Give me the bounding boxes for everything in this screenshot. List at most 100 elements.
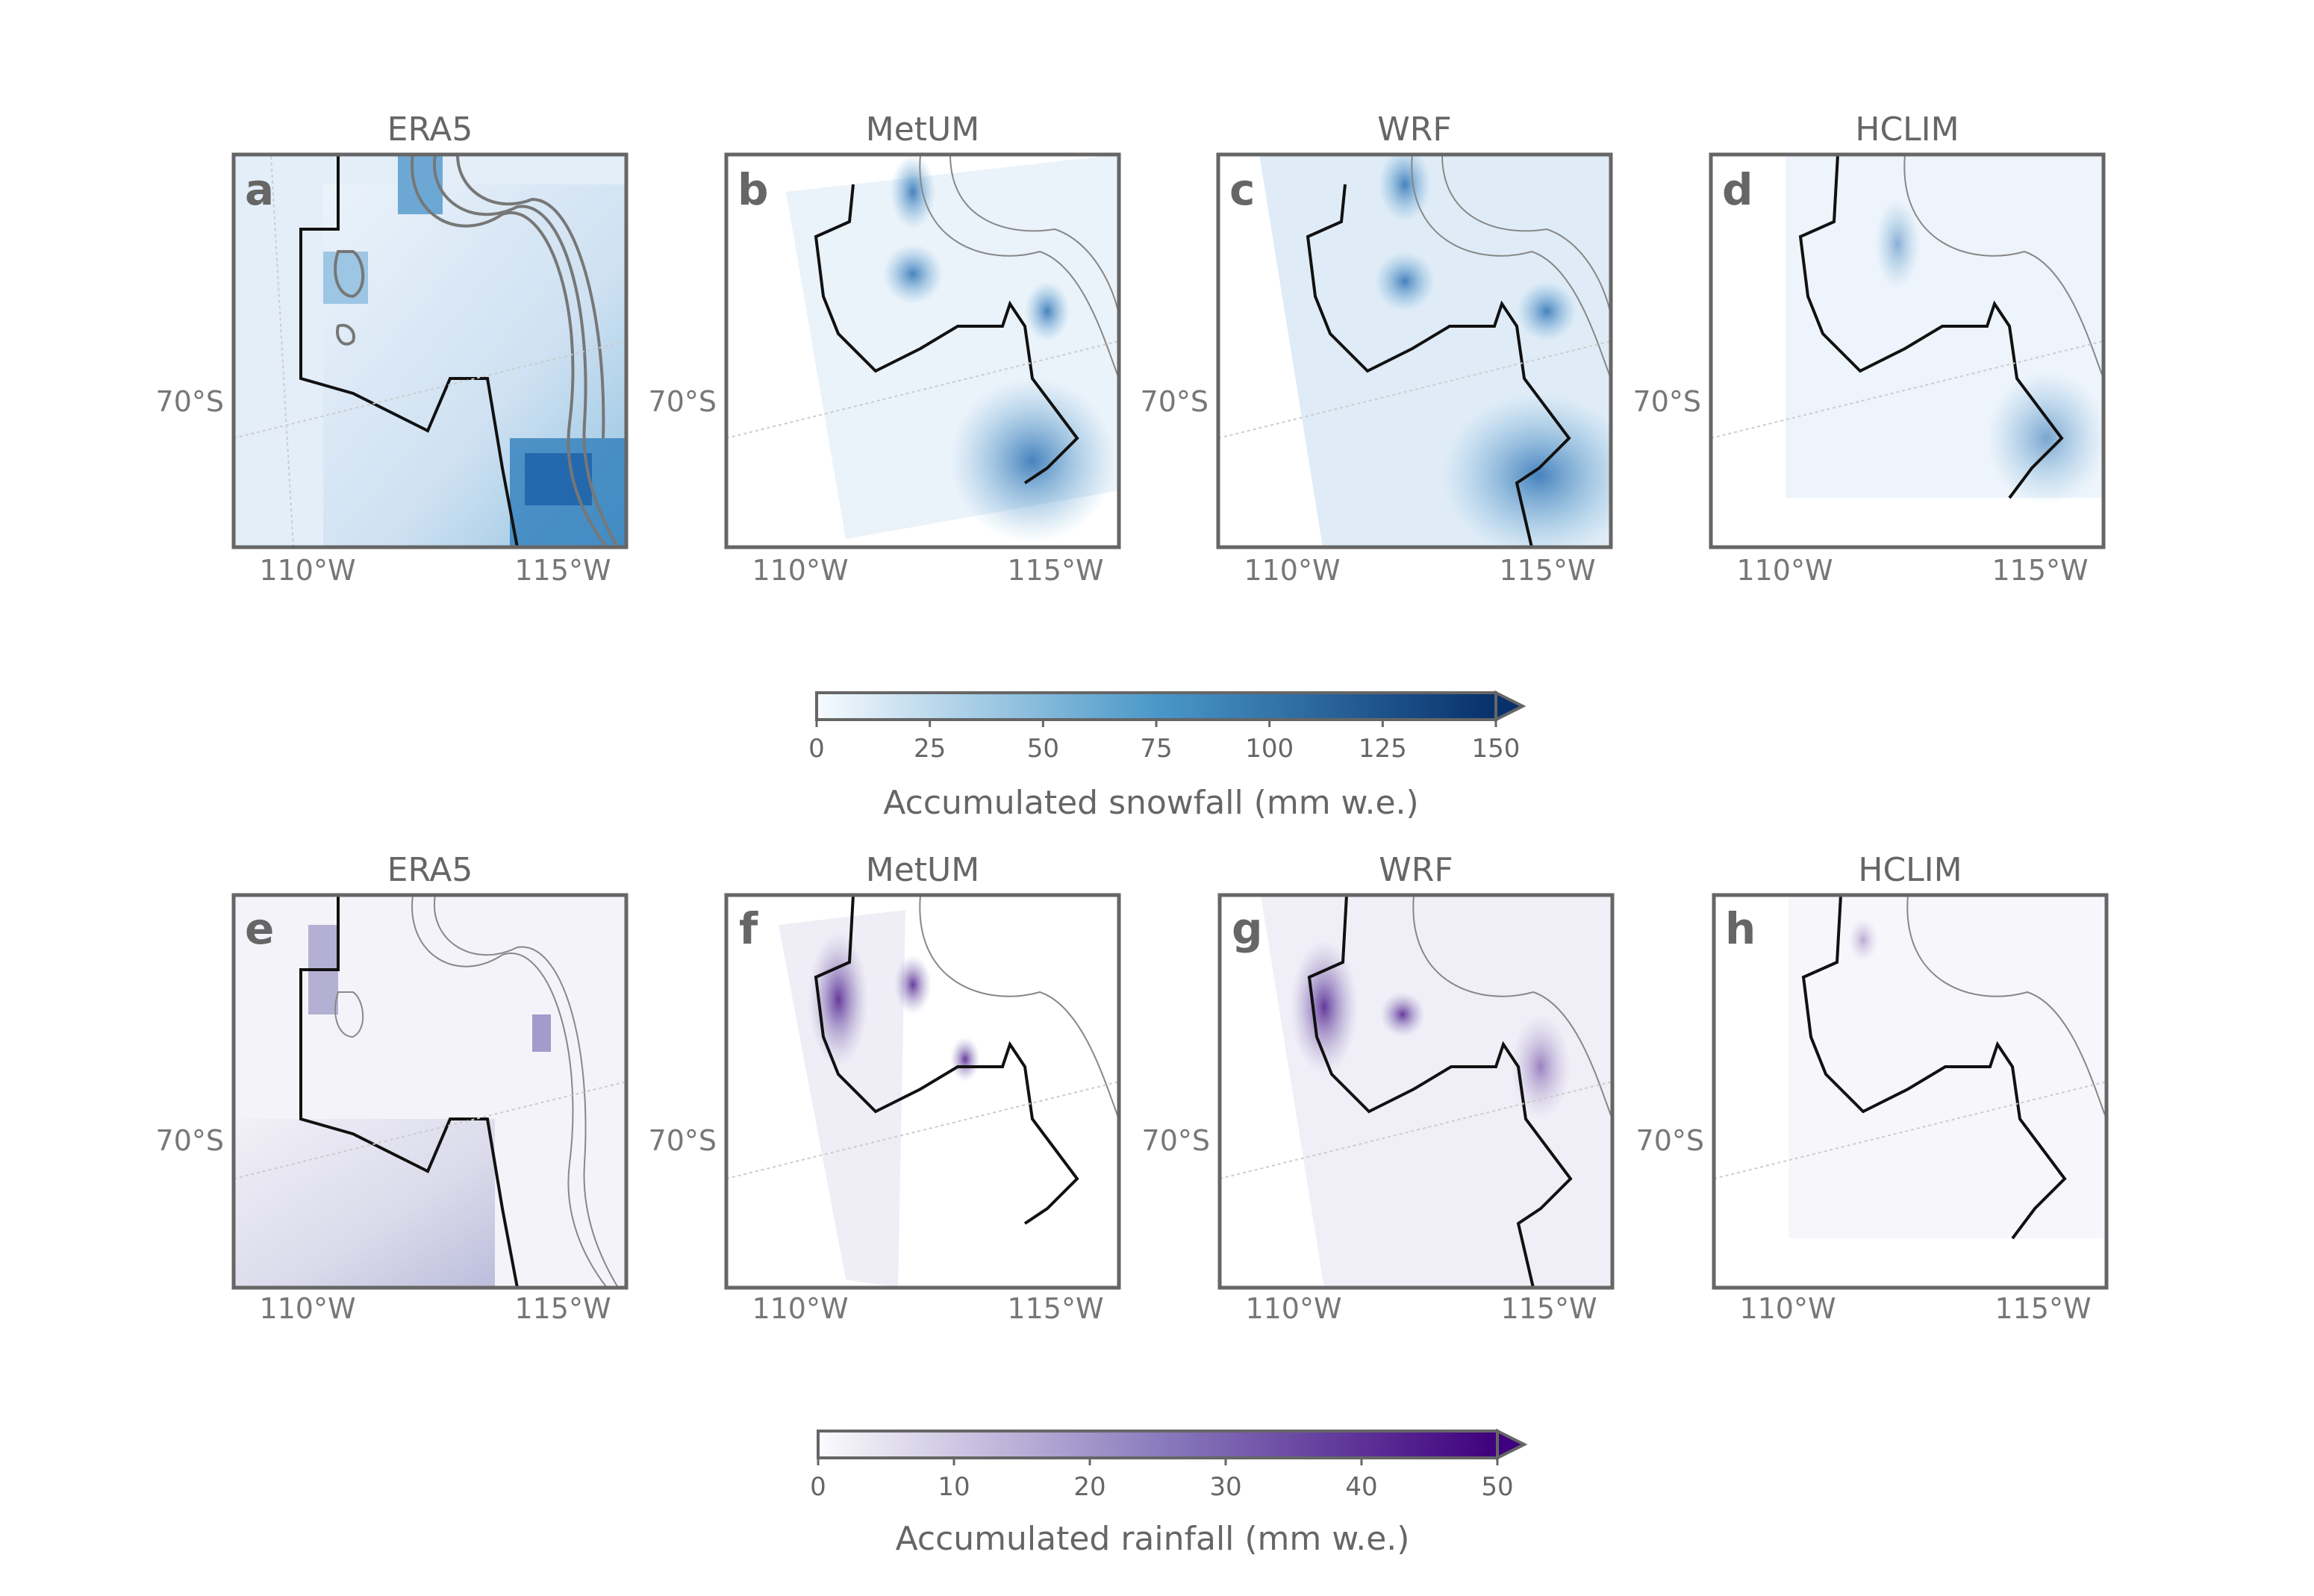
snow-max [891, 155, 935, 229]
colorbar-extend-arrow [1496, 1428, 1528, 1461]
elevation-contour [919, 895, 1119, 1120]
panel-b-metum-snowfall [724, 152, 1121, 549]
colorbar-tick-label: 25 [914, 734, 946, 764]
panel-frame [1216, 152, 1613, 549]
field-gradient [234, 1119, 495, 1288]
snow-max [1987, 371, 2104, 505]
elevation-contour [1441, 155, 1611, 319]
colorbar-ticks: 0 10 20 30 40 50 [810, 1458, 1514, 1502]
panel-e-era5-rainfall [231, 893, 629, 1290]
colorbar-tick-label: 40 [1345, 1472, 1377, 1502]
snow-max [1375, 252, 1435, 311]
snow-max [1875, 199, 1920, 289]
panel-letter: h [1725, 903, 1756, 954]
snow-max [1442, 393, 1611, 547]
panel-title: MetUM [866, 851, 979, 889]
snow-max [883, 244, 943, 304]
rainfall-colorbar: 0 10 20 30 40 50 Accumulated rainfall (mm w.e… [810, 1428, 1528, 1558]
lon-label: 115°W [1007, 554, 1103, 587]
panel-title: ERA5 [387, 851, 473, 889]
snow-max [1517, 281, 1577, 341]
gridline-lat [726, 1081, 1119, 1179]
lon-label: 110°W [1736, 554, 1833, 587]
field-snow-west [323, 252, 368, 304]
colorbar-gradient [817, 1430, 1499, 1459]
panel-letter: e [245, 903, 274, 954]
lon-label: 115°W [1500, 1292, 1597, 1325]
panel-title: HCLIM [1858, 851, 1962, 889]
lat-label: 70°S [1633, 385, 1701, 418]
elevation-contour [1903, 155, 2104, 379]
coastline [1307, 895, 1573, 1288]
colorbar-label: Accumulated rainfall (mm w.e.) [896, 1520, 1410, 1558]
panel-frame [1709, 152, 2106, 549]
lon-label: 110°W [752, 1292, 848, 1325]
lon-label: 110°W [259, 1292, 355, 1325]
gridline-lat [234, 340, 626, 439]
snow-max [1379, 155, 1431, 222]
elevation-contour [334, 991, 364, 1038]
gridline-lat [1714, 1081, 2106, 1179]
panel-d-hclim-snowfall [1709, 152, 2106, 549]
colorbar-tick-label: 0 [810, 1472, 826, 1502]
lat-label: 70°S [649, 385, 717, 418]
panel-letter: a [245, 164, 274, 215]
panel-frame [724, 893, 1121, 1290]
panel-f-metum-rainfall [724, 893, 1121, 1290]
panel-title: ERA5 [387, 110, 473, 149]
elevation-contour [949, 155, 1119, 319]
lon-label: 115°W [1007, 1292, 1103, 1325]
elevation-contour [1906, 895, 2106, 1120]
elevation-contour [411, 155, 608, 547]
panel-frame [1217, 893, 1615, 1290]
colorbar-tick-label: 50 [1027, 734, 1059, 764]
colorbar-label: Accumulated snowfall (mm w.e.) [883, 784, 1418, 822]
panel-frame [231, 893, 629, 1290]
elevation-contour [433, 895, 619, 1288]
rain-max [894, 955, 932, 1014]
gridline-lat [1218, 340, 1611, 439]
elevation-contour [1412, 895, 1612, 1120]
panel-h-hclim-rainfall [1712, 893, 2109, 1290]
lon-label: 115°W [1499, 554, 1595, 587]
lon-label: 115°W [514, 1292, 611, 1325]
colorbar-tick-label: 0 [808, 734, 825, 764]
rainfall-row [231, 893, 2109, 1290]
gridline-lat [234, 1081, 626, 1179]
lon-label: 115°W [514, 554, 611, 587]
elevation-contour [432, 155, 620, 547]
colorbar-tick-label: 150 [1472, 734, 1521, 764]
panel-c-wrf-snowfall [1216, 152, 1613, 549]
lon-label: 115°W [1995, 1292, 2091, 1325]
panel-letter: b [737, 164, 769, 215]
elevation-contour [334, 250, 365, 299]
panel-title: WRF [1377, 110, 1451, 149]
colorbar-gradient [815, 691, 1497, 721]
field-rain-east [532, 1014, 551, 1052]
snow-max [950, 378, 1114, 543]
colorbar-tick-label: 10 [938, 1472, 970, 1502]
lat-label: 70°S [156, 385, 224, 418]
panel-letter: f [739, 903, 758, 954]
lon-label: 110°W [259, 554, 355, 587]
field-max-snow [525, 453, 592, 505]
colorbar-tick-label: 100 [1245, 734, 1294, 764]
colorbar-tick-label: 50 [1481, 1472, 1513, 1502]
coastline [299, 155, 519, 547]
lon-label: 110°W [1739, 1292, 1836, 1325]
colorbar-tick-label: 20 [1073, 1472, 1105, 1502]
panel-frame [231, 152, 629, 549]
coastline [299, 895, 519, 1288]
coastline [814, 895, 1079, 1225]
coastline [814, 184, 1079, 484]
panel-g-wrf-rainfall [1217, 893, 1615, 1290]
rain-max [1291, 940, 1358, 1074]
rain-max [950, 1037, 980, 1082]
panel-letter: d [1722, 164, 1753, 215]
field-snow-north [398, 155, 443, 214]
snowfall-row [231, 152, 2106, 549]
elevation-contour [919, 155, 1119, 379]
rain-max [1848, 917, 1878, 962]
panel-frame [724, 152, 1121, 549]
